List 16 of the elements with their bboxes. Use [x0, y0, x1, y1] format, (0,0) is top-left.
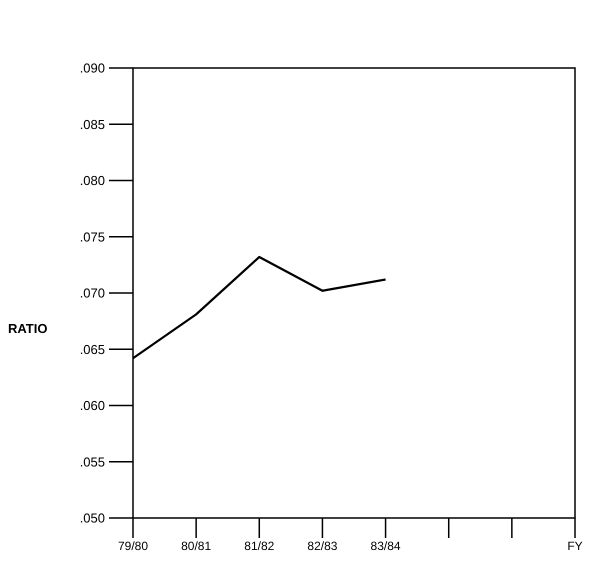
y-tick-label: .050 [80, 510, 105, 526]
x-tick-label: 79/80 [118, 539, 148, 553]
y-tick-label: .070 [80, 286, 105, 300]
y-tick-label: .060 [80, 398, 105, 413]
x-axis-title: FY [567, 539, 583, 553]
y-axis-title: RATIO [8, 321, 48, 336]
y-tick-label: .055 [80, 454, 105, 470]
y-tick-label: .090 [80, 60, 105, 76]
y-tick-label: .065 [80, 342, 105, 357]
x-tick-label: 81/82 [244, 539, 275, 553]
y-tick-label: .080 [80, 173, 105, 188]
x-tick-label: 80/81 [181, 539, 212, 553]
y-tick-label: .075 [80, 229, 105, 244]
x-tick-label: 83/84 [370, 539, 401, 553]
y-tick-label: .085 [80, 116, 105, 132]
x-tick-label: 82/83 [307, 539, 338, 553]
